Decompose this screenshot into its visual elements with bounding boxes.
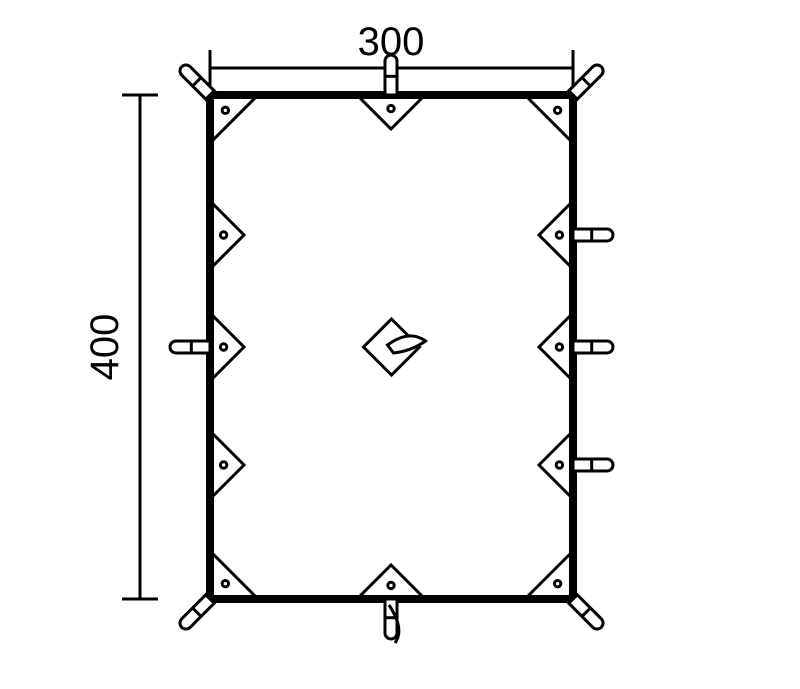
eyelet-icon — [388, 582, 394, 588]
center-loop-icon — [388, 336, 426, 353]
eyelet-icon — [556, 232, 562, 238]
corner-reinforcement — [525, 551, 573, 599]
eyelet-icon — [222, 580, 228, 586]
guy-loop-icon — [170, 341, 210, 353]
eyelet-icon — [554, 580, 560, 586]
eyelet-icon — [220, 232, 226, 238]
eyelet-icon — [220, 344, 226, 350]
tarp-dimension-diagram: 300400 — [0, 0, 800, 689]
guy-loop-icon — [573, 229, 613, 241]
height-dimension-label: 400 — [83, 314, 127, 381]
eyelet-icon — [556, 344, 562, 350]
eyelet-icon — [222, 107, 228, 113]
eyelet-icon — [554, 107, 560, 113]
corner-reinforcement — [210, 95, 258, 143]
eyelet-icon — [388, 105, 394, 111]
eyelet-icon — [556, 462, 562, 468]
corner-reinforcement — [525, 95, 573, 143]
corner-reinforcement — [210, 551, 258, 599]
eyelet-icon — [220, 462, 226, 468]
guy-loop-icon — [569, 595, 606, 632]
guy-loop-icon — [573, 341, 613, 353]
guy-loop-icon — [385, 55, 397, 95]
guy-loop-icon — [177, 595, 214, 632]
guy-loop-icon — [573, 459, 613, 471]
